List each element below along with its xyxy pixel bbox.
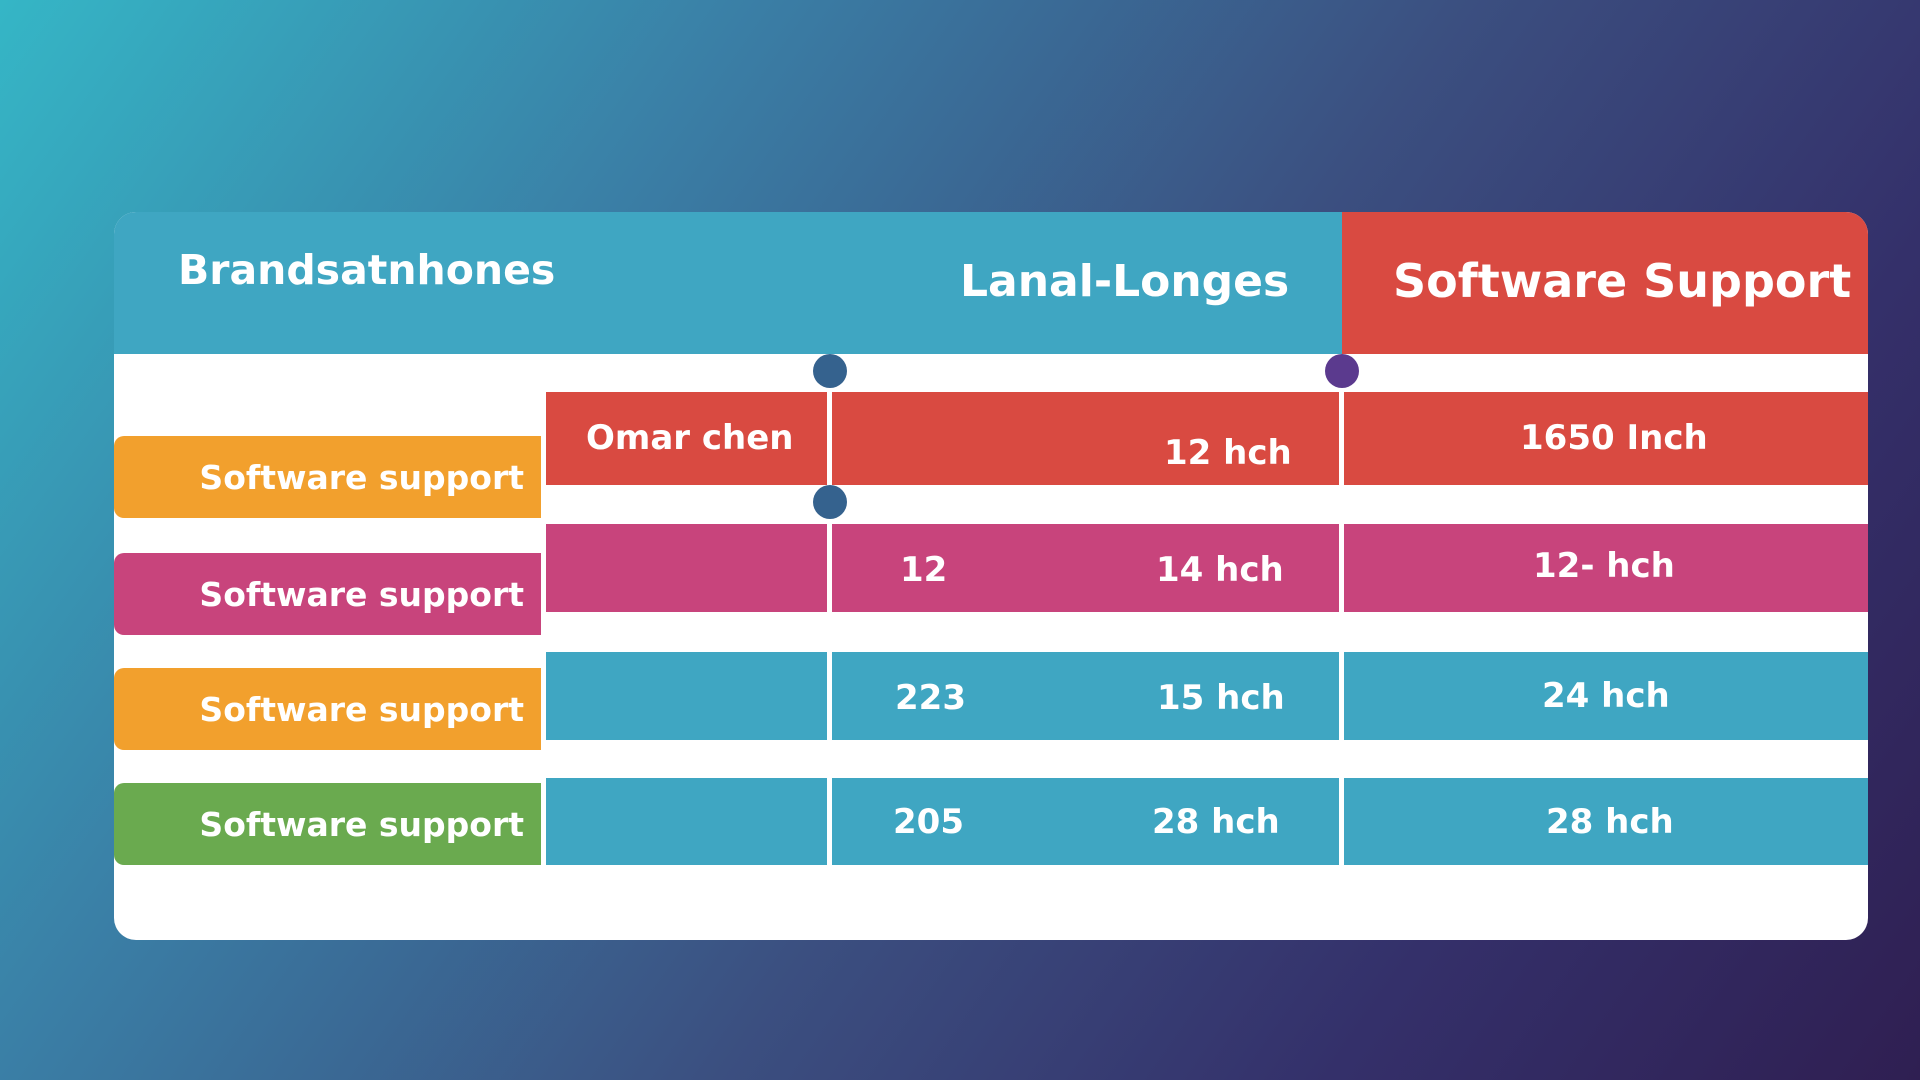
table-row [544,524,1868,612]
cell-value-b: 14 hch [1156,550,1284,590]
header-col3: Software Support [1393,254,1852,308]
table-row [544,392,1868,485]
header-col1: Brandsatnhones [178,246,556,294]
table-row [544,652,1868,740]
cell-value-c: 12- hch [1533,546,1675,586]
cell-value-c: 24 hch [1542,676,1670,716]
connector-dot [813,354,847,388]
cell-value-b: 12 hch [1164,433,1292,473]
row-label-1: Software support [114,436,544,518]
cell-value-a: 223 [895,678,966,718]
column-divider [1339,370,1344,865]
cell-value-b: 28 hch [1152,802,1280,842]
row-label-3: Software support [114,668,544,750]
header-bar-highlight [1342,212,1868,354]
column-divider [827,370,832,865]
cell-value-c: 1650 Inch [1520,418,1708,458]
row-label-2: Software support [114,553,544,635]
separator-line [114,374,544,379]
cell-value-a: 205 [893,802,964,842]
cell-name: Omar chen [586,418,794,458]
row-label-4: Software support [114,783,544,865]
connector-dot [1325,354,1359,388]
header-bar [114,212,1342,354]
cell-value-a: 12 [900,550,948,590]
connector-dot [813,485,847,519]
column-divider [541,370,546,865]
header-col2: Lanal-Longes [960,256,1290,307]
table-row [544,778,1868,865]
cell-value-b: 15 hch [1157,678,1285,718]
cell-value-c: 28 hch [1546,802,1674,842]
